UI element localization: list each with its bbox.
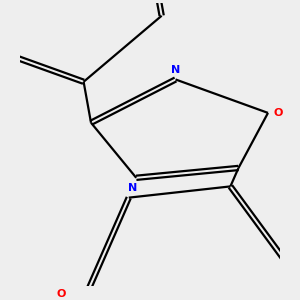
Text: N: N [171,65,180,75]
Text: O: O [274,108,283,118]
Text: N: N [128,182,137,193]
Text: O: O [56,289,65,298]
